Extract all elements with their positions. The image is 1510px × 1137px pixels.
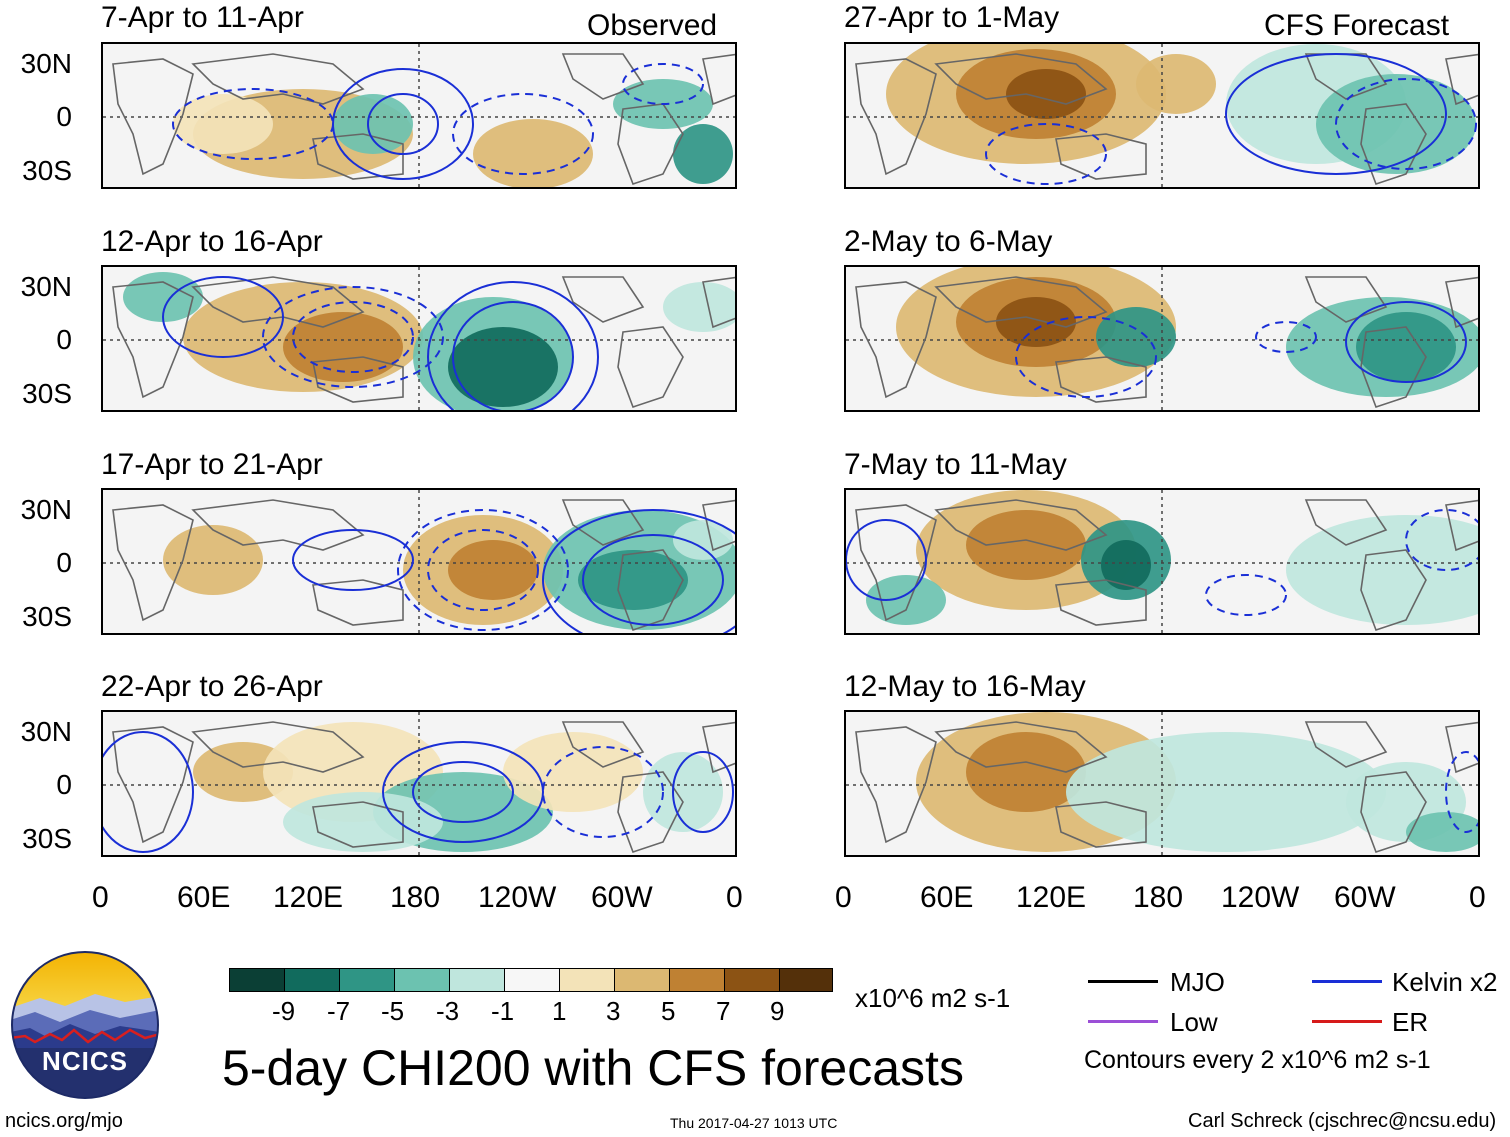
map-panel-left-2	[101, 265, 737, 412]
lon-label-60e: 60E	[177, 881, 231, 914]
low-legend-line	[1088, 1020, 1158, 1023]
map-panel-left-1	[101, 42, 737, 189]
lat-label-30n: 30N	[20, 494, 72, 525]
colorbar-tick: -3	[436, 996, 460, 1026]
colorbar-tick: 3	[606, 996, 621, 1026]
footer-author: Carl Schreck (cjschrec@ncsu.edu)	[1188, 1110, 1497, 1132]
lat-label-eq: 0	[56, 769, 72, 800]
panel-title-left-3: 17-Apr to 21-Apr	[101, 448, 323, 481]
lon-label-0: 0	[92, 881, 109, 914]
colorbar-swatch	[449, 968, 505, 992]
mjo-legend-label: MJO	[1170, 967, 1225, 997]
colorbar-swatch	[669, 968, 725, 992]
lat-label-eq: 0	[56, 101, 72, 132]
colorbar-units: x10^6 m2 s-1	[855, 983, 1011, 1013]
lat-label-eq: 0	[56, 547, 72, 578]
panel-title-right-2: 2-May to 6-May	[844, 225, 1053, 258]
map-panel-left-4	[101, 710, 737, 857]
lon-label-180: 180	[1133, 881, 1184, 914]
colorbar-tick: -7	[327, 996, 351, 1026]
kelvin-legend-label: Kelvin x2	[1392, 967, 1498, 997]
forecast-label: CFS Forecast	[1264, 9, 1450, 42]
colorbar-swatch	[779, 968, 833, 992]
map-panel-right-4	[844, 710, 1480, 857]
lon-label-0-end: 0	[1469, 881, 1486, 914]
map-panel-right-3	[844, 488, 1480, 635]
colorbar-swatch	[504, 968, 560, 992]
panel-title-right-4: 12-May to 16-May	[844, 670, 1086, 703]
lon-label-60w: 60W	[1334, 881, 1396, 914]
map-panel-right-2	[844, 265, 1480, 412]
panel-title-right-1: 27-Apr to 1-May	[844, 1, 1060, 34]
panel-title-left-4: 22-Apr to 26-Apr	[101, 670, 323, 703]
lon-label-180: 180	[390, 881, 441, 914]
colorbar-swatch	[339, 968, 395, 992]
colorbar-tick: -1	[491, 996, 515, 1026]
footer-timestamp: Thu 2017-04-27 1013 UTC	[670, 1115, 838, 1131]
lat-label-30s: 30S	[22, 155, 72, 186]
lat-label-30n: 30N	[20, 271, 72, 302]
lat-label-eq: 0	[56, 324, 72, 355]
lat-label-30s: 30S	[22, 823, 72, 854]
lat-label-30n: 30N	[20, 48, 72, 79]
lat-label-30s: 30S	[22, 378, 72, 409]
colorbar-swatch	[724, 968, 780, 992]
observed-label: Observed	[587, 9, 718, 42]
ncics-logo-text: NCICS	[42, 1046, 128, 1076]
panel-title-left-2: 12-Apr to 16-Apr	[101, 225, 323, 258]
contour-note: Contours every 2 x10^6 m2 s-1	[1084, 1046, 1431, 1074]
figure-title: 5-day CHI200 with CFS forecasts	[222, 1040, 964, 1096]
panel-title-right-3: 7-May to 11-May	[844, 448, 1067, 481]
kelvin-legend-line	[1312, 980, 1382, 983]
lon-label-60e: 60E	[920, 881, 974, 914]
colorbar	[229, 968, 833, 992]
er-legend-line	[1312, 1020, 1382, 1023]
colorbar-tick: -5	[381, 996, 405, 1026]
map-panel-right-1	[844, 42, 1480, 189]
lon-label-120e: 120E	[273, 881, 344, 914]
panel-title-left-1: 7-Apr to 11-Apr	[101, 1, 304, 34]
colorbar-swatch	[559, 968, 615, 992]
mjo-legend-line	[1088, 980, 1158, 983]
colorbar-swatch	[284, 968, 340, 992]
colorbar-swatch	[229, 968, 285, 992]
lat-label-30s: 30S	[22, 601, 72, 632]
colorbar-tick: 7	[716, 996, 731, 1026]
lon-label-60w: 60W	[591, 881, 653, 914]
colorbar-tick: 9	[770, 996, 785, 1026]
colorbar-tick: 1	[552, 996, 567, 1026]
footer-url: ncics.org/mjo	[5, 1110, 123, 1132]
lon-label-0: 0	[835, 881, 852, 914]
map-panel-left-3	[101, 488, 737, 635]
ncics-logo: NCICS	[10, 950, 160, 1100]
low-legend-label: Low	[1170, 1007, 1218, 1037]
lat-label-30n: 30N	[20, 716, 72, 747]
er-legend-label: ER	[1392, 1007, 1429, 1037]
lon-label-120e: 120E	[1016, 881, 1087, 914]
colorbar-tick: -9	[272, 996, 296, 1026]
lon-label-120w: 120W	[1221, 881, 1300, 914]
lon-label-0-end: 0	[726, 881, 743, 914]
colorbar-swatch	[614, 968, 670, 992]
colorbar-swatch	[394, 968, 450, 992]
lon-label-120w: 120W	[478, 881, 557, 914]
colorbar-tick: 5	[661, 996, 676, 1026]
